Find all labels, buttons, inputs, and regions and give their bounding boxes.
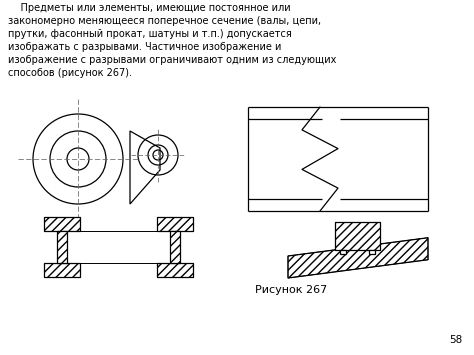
Text: 58: 58 bbox=[449, 335, 462, 345]
Bar bbox=[157, 263, 193, 277]
Bar bbox=[336, 222, 381, 250]
Bar bbox=[44, 217, 80, 231]
Bar bbox=[44, 263, 80, 277]
Bar bbox=[370, 250, 375, 254]
Bar bbox=[157, 217, 193, 231]
Bar bbox=[157, 263, 193, 277]
Bar bbox=[57, 231, 67, 263]
Text: Рисунок 267: Рисунок 267 bbox=[255, 285, 327, 295]
Bar bbox=[336, 222, 381, 250]
Bar bbox=[44, 217, 80, 231]
Bar bbox=[170, 231, 180, 263]
Bar bbox=[44, 263, 80, 277]
Text: Предметы или элементы, имеющие постоянное или
закономерно меняющееся поперечное : Предметы или элементы, имеющие постоянно… bbox=[8, 3, 337, 78]
Bar bbox=[340, 250, 346, 254]
Polygon shape bbox=[288, 238, 428, 278]
Bar bbox=[170, 231, 180, 263]
Bar bbox=[157, 217, 193, 231]
Bar bbox=[57, 231, 67, 263]
